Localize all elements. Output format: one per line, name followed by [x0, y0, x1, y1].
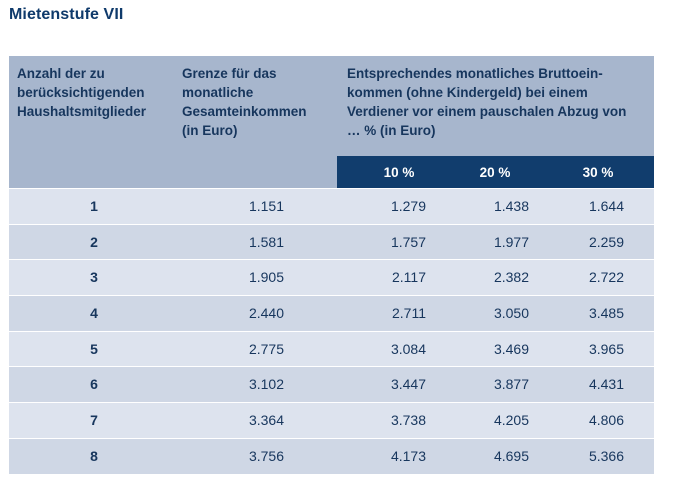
table-row: 6 3.102 3.447 3.877 4.431 — [9, 366, 654, 403]
cell-household-members: 1 — [90, 198, 98, 214]
header-household-members: Anzahl der zu berücksichtigenden Haushal… — [17, 64, 177, 121]
cell-income-limit: 1.905 — [248, 269, 284, 286]
cell-household-members: 2 — [90, 233, 98, 250]
page-title: Mietenstufe VII — [9, 6, 124, 23]
cell-gross-20: 4.695 — [493, 447, 529, 464]
header-line: (in Euro) — [182, 123, 238, 138]
table-header: Anzahl der zu berücksichtigenden Haushal… — [9, 54, 654, 190]
cell-gross-30: 3.485 — [588, 305, 624, 322]
table-row: 5 2.775 3.084 3.469 3.965 — [9, 330, 654, 367]
header-line: monatliche — [182, 85, 254, 100]
header-line: Verdiener vor einem pauschalen Abzug von — [347, 104, 627, 119]
cell-household-members: 8 — [90, 447, 98, 464]
deduction-20-label: 20 % — [479, 165, 511, 180]
cell-income-limit: 3.364 — [248, 412, 284, 429]
deduction-10-label: 10 % — [383, 165, 415, 180]
cell-gross-20: 1.977 — [493, 233, 529, 250]
cell-income-limit: 2.440 — [248, 305, 284, 322]
cell-gross-30: 5.366 — [588, 447, 624, 464]
cell-gross-30: 1.644 — [588, 198, 624, 214]
table-row: 7 3.364 3.738 4.205 4.806 — [9, 402, 654, 438]
header-gross-income: Entsprechendes monatliches Bruttoein- ko… — [347, 64, 647, 140]
cell-gross-20: 1.438 — [493, 198, 529, 214]
header-line: kommen (ohne Kindergeld) bei einem — [347, 85, 588, 100]
header-line: Haushaltsmitglieder — [17, 104, 147, 119]
table-row: 3 1.905 2.117 2.382 2.722 — [9, 259, 654, 296]
cell-gross-10: 1.279 — [390, 198, 426, 214]
deduction-30-label: 30 % — [582, 165, 614, 180]
cell-gross-30: 3.965 — [588, 340, 624, 357]
cell-income-limit: 3.102 — [248, 376, 284, 393]
table-row: 8 3.756 4.173 4.695 5.366 — [9, 437, 654, 474]
cell-gross-10: 4.173 — [390, 447, 426, 464]
header-income-limit: Grenze für das monatliche Gesamteinkomme… — [182, 64, 332, 140]
table-row: 4 2.440 2.711 3.050 3.485 — [9, 295, 654, 331]
cell-gross-20: 3.877 — [493, 376, 529, 393]
cell-gross-30: 4.431 — [588, 376, 624, 393]
cell-income-limit: 1.151 — [248, 198, 284, 214]
deduction-subheader: 10 % 20 % 30 % — [337, 156, 654, 190]
cell-gross-20: 3.050 — [493, 305, 529, 322]
cell-gross-30: 2.259 — [588, 233, 624, 250]
cell-gross-30: 2.722 — [588, 269, 624, 286]
cell-gross-20: 2.382 — [493, 269, 529, 286]
cell-household-members: 3 — [90, 269, 98, 286]
cell-income-limit: 2.775 — [248, 340, 284, 357]
cell-household-members: 4 — [90, 305, 98, 322]
cell-gross-20: 4.205 — [493, 412, 529, 429]
cell-gross-10: 3.084 — [390, 340, 426, 357]
table-row: 2 1.581 1.757 1.977 2.259 — [9, 223, 654, 260]
income-limits-table: Anzahl der zu berücksichtigenden Haushal… — [9, 54, 654, 474]
cell-household-members: 5 — [90, 340, 98, 357]
header-line: Anzahl der zu — [17, 66, 105, 81]
cell-gross-10: 3.738 — [390, 412, 426, 429]
cell-household-members: 7 — [90, 412, 98, 429]
header-line: … % (in Euro) — [347, 123, 436, 138]
cell-gross-10: 2.711 — [392, 305, 426, 322]
table-row: 1 1.151 1.279 1.438 1.644 — [9, 188, 654, 224]
cell-income-limit: 1.581 — [248, 233, 284, 250]
cell-gross-10: 1.757 — [390, 233, 426, 250]
header-line: Grenze für das — [182, 66, 277, 81]
header-line: Entsprechendes monatliches Bruttoein- — [347, 66, 603, 81]
table-body: 1 1.151 1.279 1.438 1.644 2 1.581 1.757 1.977 2.2… — [9, 188, 654, 474]
cell-income-limit: 3.756 — [248, 447, 284, 464]
cell-gross-20: 3.469 — [493, 340, 529, 357]
cell-gross-30: 4.806 — [588, 412, 624, 429]
cell-gross-10: 3.447 — [390, 376, 426, 393]
header-line: berücksichtigenden — [17, 85, 145, 100]
cell-household-members: 6 — [90, 376, 98, 393]
header-line: Gesamteinkommen — [182, 104, 307, 119]
cell-gross-10: 2.117 — [392, 269, 426, 286]
